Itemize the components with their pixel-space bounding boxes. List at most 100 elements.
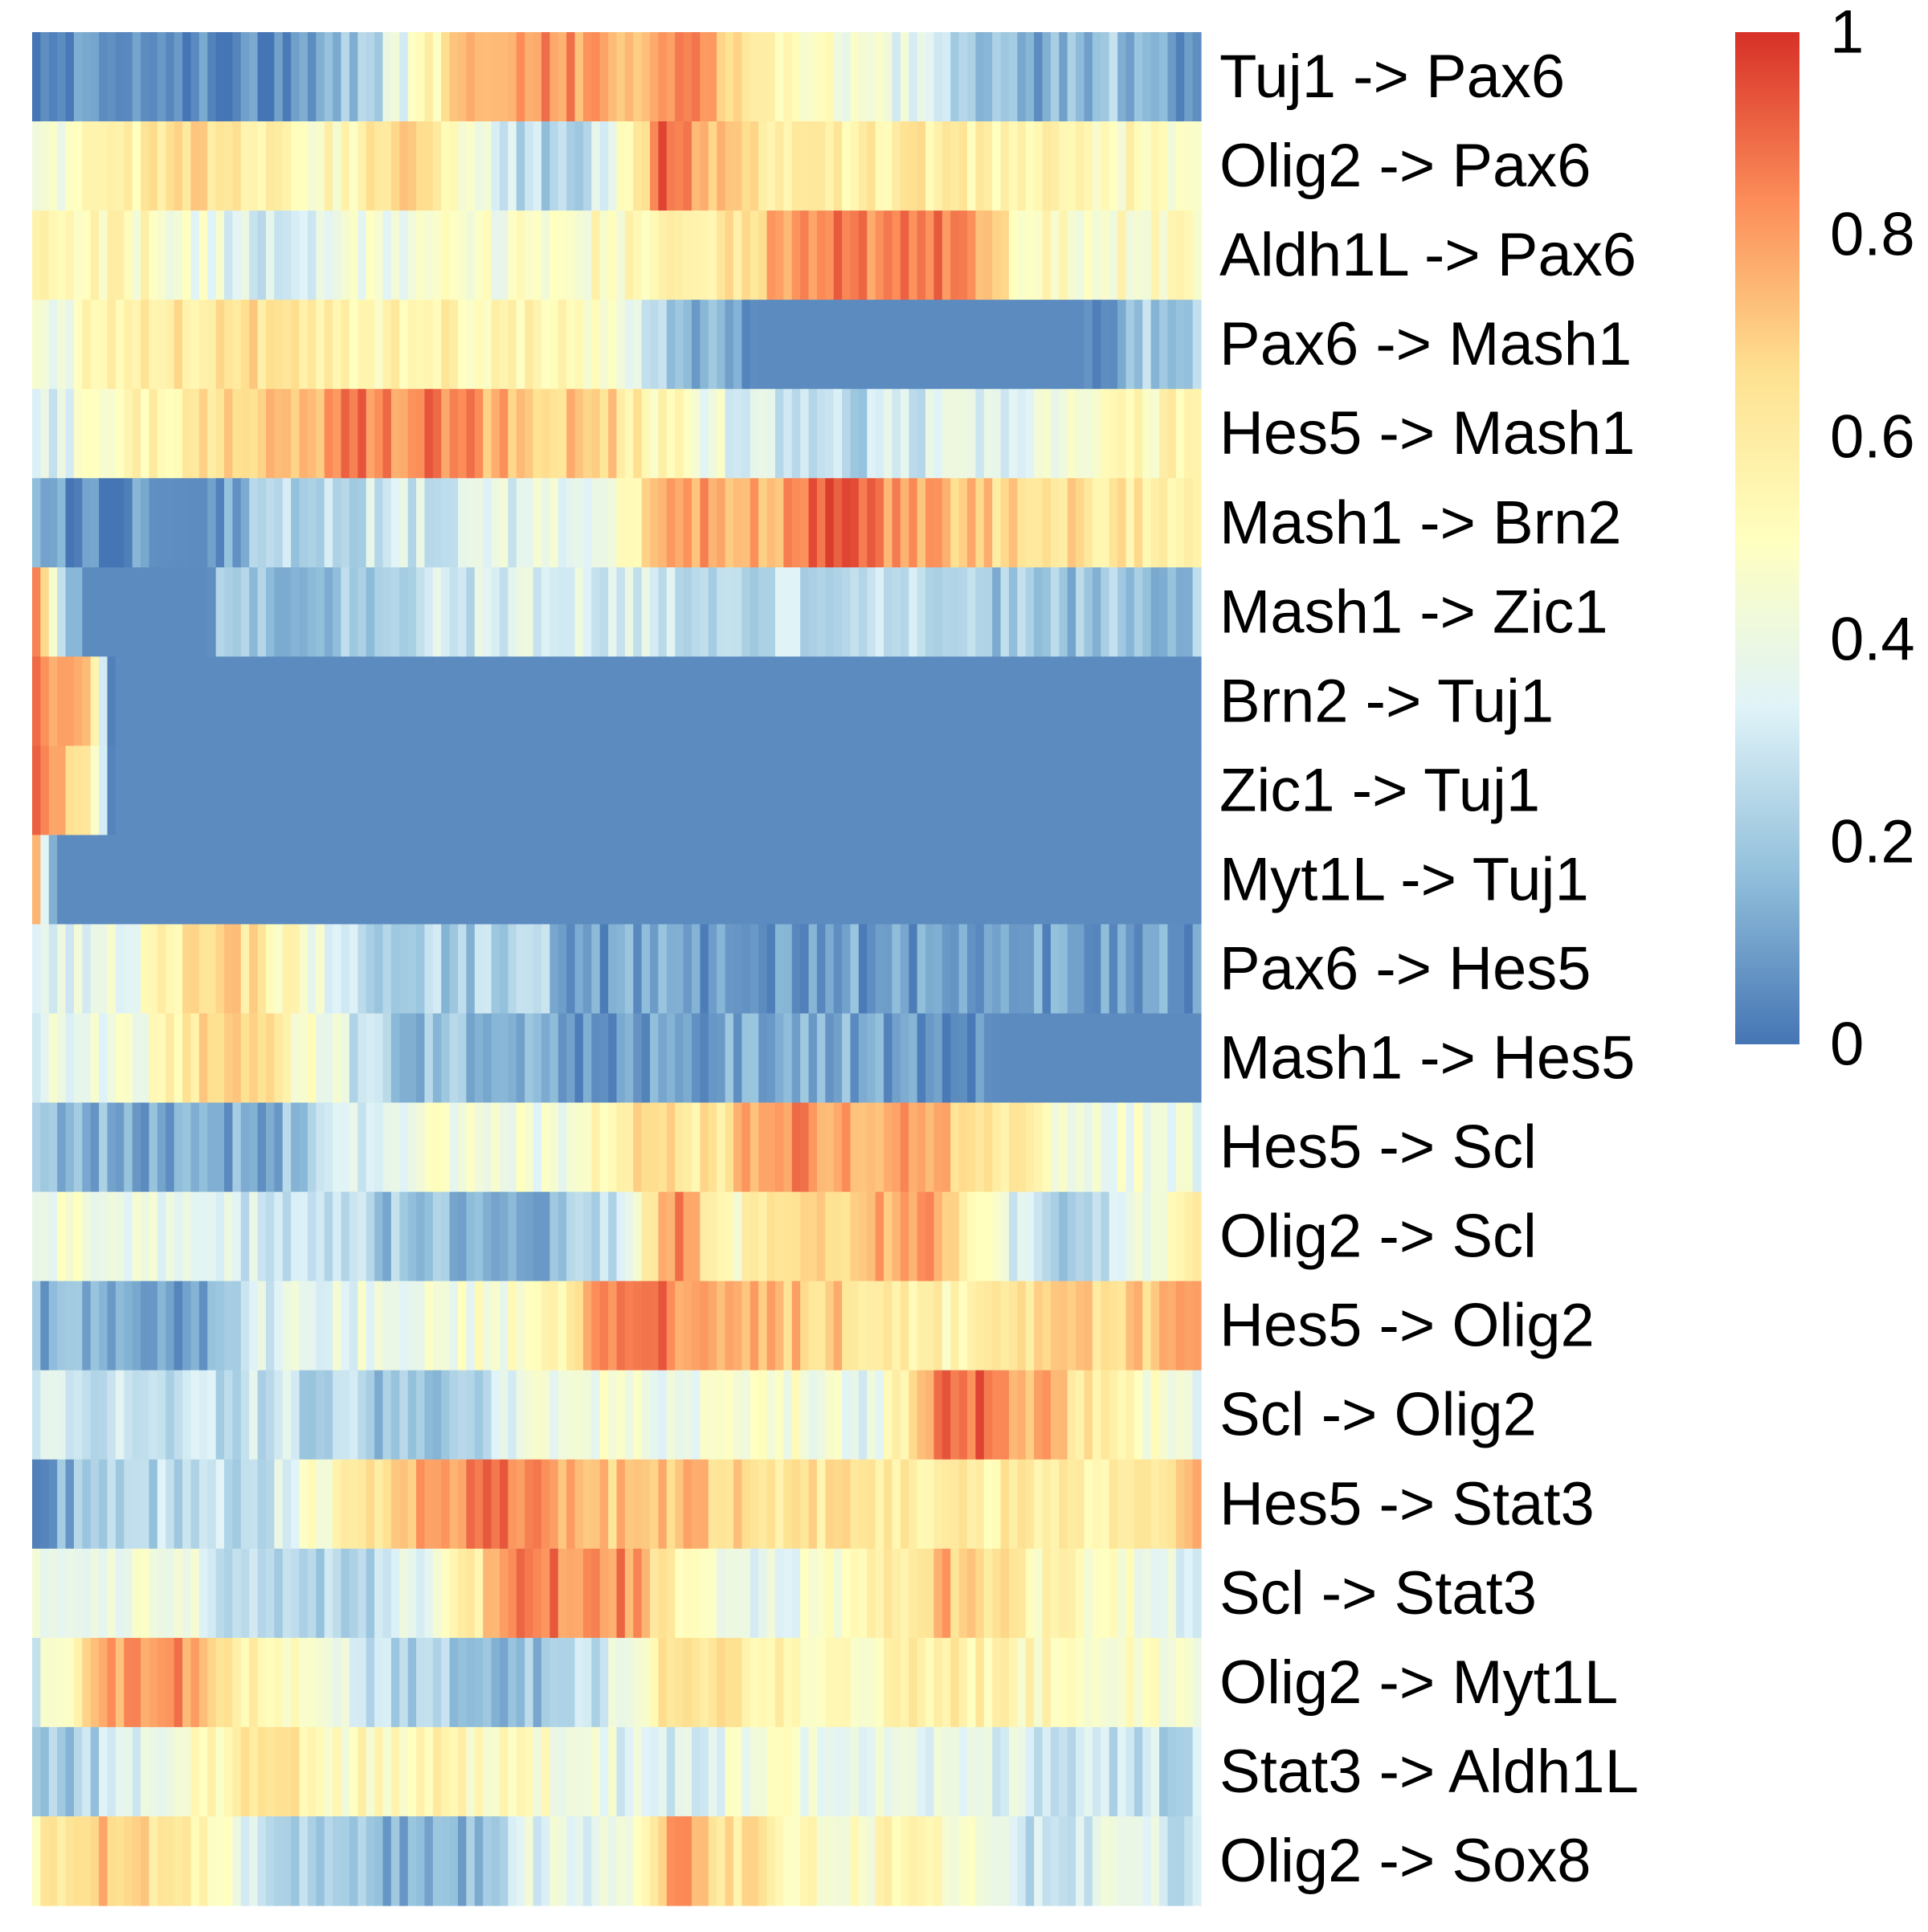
heatmap-cell bbox=[725, 656, 734, 746]
heatmap-cell bbox=[115, 1013, 125, 1104]
heatmap-cell bbox=[1175, 1816, 1185, 1906]
heatmap-cell bbox=[349, 121, 358, 211]
heatmap-cell bbox=[541, 1816, 550, 1906]
heatmap-cell bbox=[115, 1637, 125, 1728]
heatmap-cell bbox=[650, 121, 660, 211]
heatmap-cell bbox=[324, 924, 333, 1015]
heatmap-cell bbox=[808, 210, 818, 300]
heatmap-cell bbox=[516, 1191, 525, 1282]
heatmap-cell bbox=[766, 1816, 776, 1906]
heatmap-cell bbox=[249, 745, 259, 836]
heatmap-cell bbox=[1184, 656, 1194, 746]
heatmap-cell bbox=[349, 1281, 358, 1371]
heatmap-cell bbox=[107, 1013, 116, 1104]
heatmap-cell bbox=[533, 1816, 542, 1906]
heatmap-cell bbox=[700, 300, 709, 390]
heatmap-cell bbox=[1059, 1637, 1068, 1728]
heatmap-cell bbox=[82, 924, 92, 1015]
heatmap-cell bbox=[73, 1281, 83, 1371]
heatmap-cell bbox=[274, 389, 284, 479]
heatmap-cell bbox=[149, 1726, 158, 1817]
heatmap-cell bbox=[483, 1281, 492, 1371]
heatmap-cell bbox=[599, 210, 609, 300]
heatmap-cell bbox=[90, 121, 100, 211]
heatmap-cell bbox=[549, 567, 559, 657]
heatmap-cell bbox=[115, 1370, 125, 1460]
heatmap-cell bbox=[708, 1637, 717, 1728]
heatmap-cell bbox=[124, 745, 133, 836]
heatmap-cell bbox=[992, 567, 1002, 657]
heatmap-cell bbox=[165, 1281, 175, 1371]
heatmap-cell bbox=[240, 835, 250, 925]
heatmap-cell bbox=[32, 1013, 41, 1104]
heatmap-cell bbox=[958, 1281, 968, 1371]
heatmap-cell bbox=[215, 210, 225, 300]
heatmap-cell bbox=[141, 1281, 150, 1371]
heatmap-cell bbox=[533, 1459, 542, 1550]
heatmap-cell bbox=[399, 210, 409, 300]
heatmap-cell bbox=[1050, 389, 1060, 479]
heatmap-cell bbox=[48, 567, 58, 657]
heatmap-cell bbox=[390, 121, 400, 211]
heatmap-cell bbox=[717, 1191, 726, 1282]
heatmap-cell bbox=[1084, 1816, 1093, 1906]
heatmap-cell bbox=[675, 1191, 684, 1282]
heatmap-cell bbox=[675, 478, 684, 568]
heatmap-cell bbox=[266, 389, 275, 479]
row-label: Mash1 -> Hes5 bbox=[1219, 1024, 1635, 1093]
heatmap-cell bbox=[825, 924, 835, 1015]
heatmap-cell bbox=[683, 656, 692, 746]
heatmap-cell bbox=[708, 32, 717, 122]
heatmap-cell bbox=[658, 389, 668, 479]
heatmap-cell bbox=[232, 745, 242, 836]
heatmap-cell bbox=[207, 1816, 217, 1906]
heatmap-cell bbox=[90, 389, 100, 479]
heatmap-cell bbox=[500, 1191, 509, 1282]
heatmap-cell bbox=[483, 300, 492, 390]
heatmap-cell bbox=[99, 1013, 108, 1104]
heatmap-cell bbox=[658, 745, 668, 836]
heatmap-cell bbox=[816, 835, 826, 925]
heatmap-cell bbox=[357, 1102, 367, 1193]
heatmap-cell bbox=[983, 656, 993, 746]
heatmap-cell bbox=[566, 1281, 576, 1371]
heatmap-cell bbox=[458, 1191, 468, 1282]
heatmap-cell bbox=[925, 656, 935, 746]
heatmap-cell bbox=[675, 924, 684, 1015]
heatmap-cell bbox=[1076, 835, 1085, 925]
heatmap-cell bbox=[249, 656, 259, 746]
heatmap-cell bbox=[816, 656, 826, 746]
heatmap-cell bbox=[107, 1370, 116, 1460]
heatmap-cell bbox=[174, 210, 183, 300]
heatmap-cell bbox=[232, 210, 242, 300]
heatmap-cell bbox=[808, 656, 818, 746]
heatmap-cell bbox=[774, 1191, 784, 1282]
heatmap-cell bbox=[1000, 478, 1010, 568]
heatmap-cell bbox=[900, 300, 909, 390]
heatmap-cell bbox=[717, 300, 726, 390]
heatmap-cell bbox=[32, 1370, 41, 1460]
heatmap-cell bbox=[917, 32, 926, 122]
heatmap-cell bbox=[650, 1013, 660, 1104]
heatmap-cell bbox=[483, 567, 492, 657]
heatmap-cell bbox=[416, 1370, 426, 1460]
heatmap-cell bbox=[683, 745, 692, 836]
heatmap-cell bbox=[933, 924, 943, 1015]
heatmap-cell bbox=[1017, 1548, 1027, 1639]
heatmap-cell bbox=[1084, 1637, 1093, 1728]
heatmap-cell bbox=[800, 656, 810, 746]
heatmap-cell bbox=[725, 1459, 734, 1550]
heatmap-cell bbox=[1184, 478, 1194, 568]
heatmap-cell bbox=[149, 835, 158, 925]
heatmap-cell bbox=[774, 835, 784, 925]
heatmap-cell bbox=[432, 1102, 442, 1193]
heatmap-cell bbox=[933, 1548, 943, 1639]
heatmap-cell bbox=[374, 1816, 384, 1906]
heatmap-cell bbox=[825, 32, 835, 122]
row-label: Tuj1 -> Pax6 bbox=[1219, 43, 1565, 111]
heatmap-cell bbox=[950, 1281, 960, 1371]
heatmap-cell bbox=[299, 210, 308, 300]
heatmap-cell bbox=[132, 1459, 141, 1550]
heatmap-cell bbox=[967, 924, 976, 1015]
heatmap-cell bbox=[1175, 1102, 1185, 1193]
